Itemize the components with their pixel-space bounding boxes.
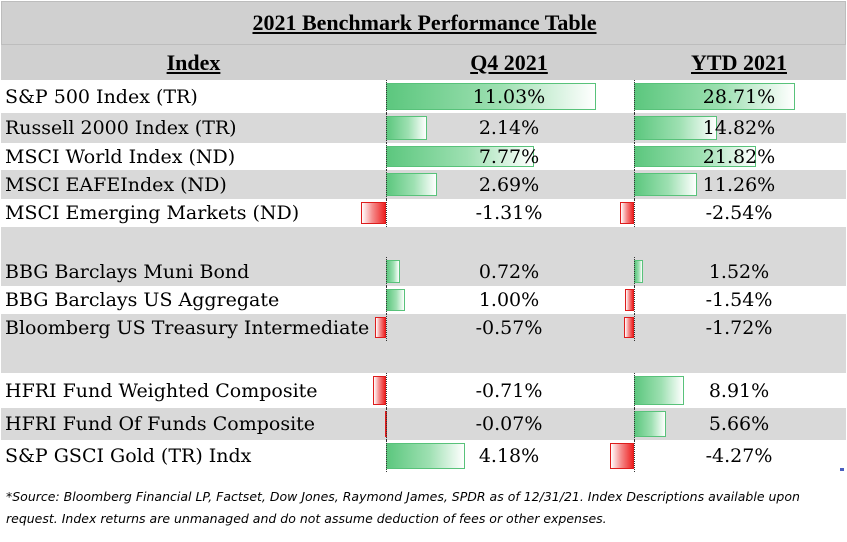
q4-return-bar: [372, 376, 386, 405]
table-row: Bloomberg US Treasury Intermediate -0.57%…: [1, 314, 846, 341]
table-row: MSCI EAFEIndex (ND) 2.69% 11.26%: [1, 170, 846, 199]
ytd-return-bar: [634, 116, 717, 140]
ytd-return-axis-line: [634, 257, 635, 286]
q4-return-bar: [361, 202, 386, 224]
table-title: 2021 Benchmark Performance Table: [252, 10, 597, 35]
ytd-return-value: 8.91%: [708, 379, 770, 402]
ytd-return-bar: [634, 83, 795, 110]
q4-return-axis-line: [386, 113, 387, 143]
group-separator: [1, 341, 846, 373]
ytd-return-axis-line: [634, 440, 635, 472]
table-row: S&P GSCI Gold (TR) Indx 4.18% -4.27%: [1, 440, 846, 472]
ytd-return-value: 14.82%: [702, 117, 776, 139]
q4-return-value: -0.07%: [475, 413, 543, 435]
column-header-index: Index: [166, 49, 221, 75]
index-name: MSCI Emerging Markets (ND): [5, 202, 300, 224]
source-footnote: *Source: Bloomberg Financial LP, Factset…: [6, 489, 800, 526]
q4-return-axis-line: [386, 440, 387, 472]
ytd-return-bar: [625, 289, 634, 311]
ytd-return-axis-line: [634, 113, 635, 143]
ytd-return-axis-line: [634, 199, 635, 227]
group-separator: [1, 227, 846, 257]
q4-return-axis-line: [386, 314, 387, 341]
index-name: MSCI EAFEIndex (ND): [5, 173, 227, 196]
index-name: HFRI Fund Weighted Composite: [5, 379, 318, 402]
table-row: S&P 500 Index (TR) 11.03% 28.71%: [1, 80, 846, 113]
ytd-return-bar: [624, 317, 634, 338]
index-name: S&P GSCI Gold (TR) Indx: [5, 445, 252, 467]
ytd-return-bar: [619, 202, 634, 224]
q4-return-axis-line: [386, 143, 387, 170]
q4-return-value: 2.14%: [478, 117, 540, 139]
table-row: Russell 2000 Index (TR) 2.14% 14.82%: [1, 113, 846, 143]
column-header-q4: Q4 2021: [470, 49, 548, 75]
q4-return-value: 7.77%: [478, 145, 540, 168]
index-name: BBG Barclays Muni Bond: [5, 260, 250, 283]
selection-handle[interactable]: [840, 468, 844, 471]
index-name: Russell 2000 Index (TR): [5, 117, 237, 139]
q4-return-bar: [386, 443, 466, 469]
q4-return-value: 11.03%: [472, 85, 546, 108]
ytd-return-axis-line: [634, 286, 635, 314]
q4-return-value: 2.69%: [478, 173, 540, 196]
q4-return-bar: [386, 83, 596, 110]
q4-return-axis-line: [386, 408, 387, 440]
ytd-return-value: 28.71%: [702, 85, 776, 108]
ytd-return-axis-line: [634, 80, 635, 113]
ytd-return-value: 21.82%: [702, 145, 776, 168]
q4-return-axis-line: [386, 199, 387, 227]
q4-return-value: 1.00%: [478, 289, 540, 311]
ytd-return-value: -4.27%: [705, 445, 773, 467]
ytd-return-axis-line: [634, 143, 635, 170]
ytd-return-value: 1.52%: [708, 260, 770, 283]
column-header-row: Index Q4 2021 YTD 2021: [1, 45, 846, 80]
q4-return-value: -0.57%: [475, 316, 543, 339]
ytd-return-axis-line: [634, 314, 635, 341]
table-row: HFRI Fund Of Funds Composite -0.07% 5.66%: [1, 408, 846, 440]
table-title-row: 2021 Benchmark Performance Table: [1, 1, 846, 45]
ytd-return-value: -1.54%: [705, 289, 773, 311]
q4-return-axis-line: [386, 80, 387, 113]
ytd-return-bar: [634, 411, 666, 437]
ytd-return-value: 5.66%: [708, 413, 770, 435]
q4-return-axis-line: [386, 373, 387, 408]
table-row: BBG Barclays Muni Bond 0.72% 1.52%: [1, 257, 846, 286]
table-row: MSCI World Index (ND) 7.77% 21.82%: [1, 143, 846, 170]
q4-return-value: 0.72%: [478, 260, 540, 283]
ytd-return-value: 11.26%: [702, 173, 776, 196]
table-row: MSCI Emerging Markets (ND) -1.31% -2.54%: [1, 199, 846, 227]
table-row: BBG Barclays US Aggregate 1.00% -1.54%: [1, 286, 846, 314]
q4-return-axis-line: [386, 286, 387, 314]
q4-return-bar: [375, 317, 386, 338]
q4-return-axis-line: [386, 257, 387, 286]
q4-return-value: -0.71%: [475, 379, 543, 402]
q4-return-value: 4.18%: [478, 445, 540, 467]
ytd-return-value: -2.54%: [705, 202, 773, 224]
ytd-return-value: -1.72%: [705, 316, 773, 339]
index-name: Bloomberg US Treasury Intermediate: [5, 316, 370, 339]
ytd-return-axis-line: [634, 373, 635, 408]
ytd-return-bar: [610, 443, 634, 469]
table-row: HFRI Fund Weighted Composite -0.71% 8.91%: [1, 373, 846, 408]
ytd-return-axis-line: [634, 170, 635, 199]
index-name: S&P 500 Index (TR): [5, 85, 198, 108]
index-name: HFRI Fund Of Funds Composite: [5, 413, 316, 435]
index-name: BBG Barclays US Aggregate: [5, 289, 280, 311]
column-header-ytd: YTD 2021: [691, 49, 787, 75]
performance-table: 2021 Benchmark Performance Table Index Q…: [1, 1, 846, 477]
q4-return-axis-line: [386, 170, 387, 199]
ytd-return-axis-line: [634, 408, 635, 440]
index-name: MSCI World Index (ND): [5, 145, 236, 168]
q4-return-value: -1.31%: [475, 202, 543, 224]
